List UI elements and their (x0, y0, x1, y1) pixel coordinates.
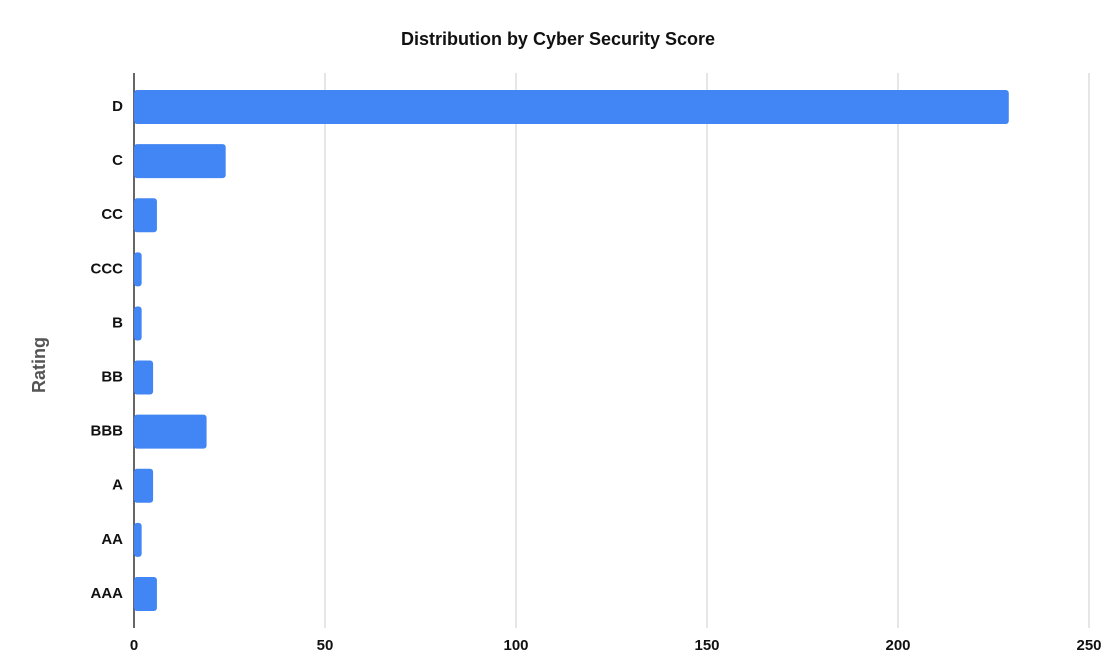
x-tick-label: 200 (885, 637, 910, 654)
y-tick-label: A (112, 477, 123, 494)
bar (134, 90, 1009, 124)
y-tick-label: BBB (91, 423, 124, 440)
bar (134, 522, 142, 557)
y-axis-label: Rating (29, 337, 49, 393)
bar (134, 577, 157, 611)
y-tick-label: AA (101, 531, 123, 548)
y-tick-label: AAA (91, 585, 124, 602)
y-tick-label: C (112, 152, 123, 169)
x-tick-label: 0 (130, 637, 138, 654)
bar (134, 252, 142, 287)
x-tick-label: 250 (1076, 637, 1101, 654)
bar (134, 306, 142, 341)
bar (134, 198, 157, 233)
bar (134, 414, 207, 449)
x-tick-label: 50 (317, 637, 334, 654)
y-tick-label: CC (101, 206, 123, 223)
y-tick-label: CCC (91, 260, 124, 277)
bar (134, 360, 154, 395)
x-tick-label: 150 (694, 637, 719, 654)
x-tick-label: 100 (503, 637, 528, 654)
y-tick-label: D (112, 98, 123, 115)
bar (134, 468, 154, 503)
y-tick-label: BB (101, 369, 123, 386)
y-tick-label: B (112, 314, 123, 331)
bar (134, 144, 226, 179)
chart-title: Distribution by Cyber Security Score (401, 29, 715, 49)
